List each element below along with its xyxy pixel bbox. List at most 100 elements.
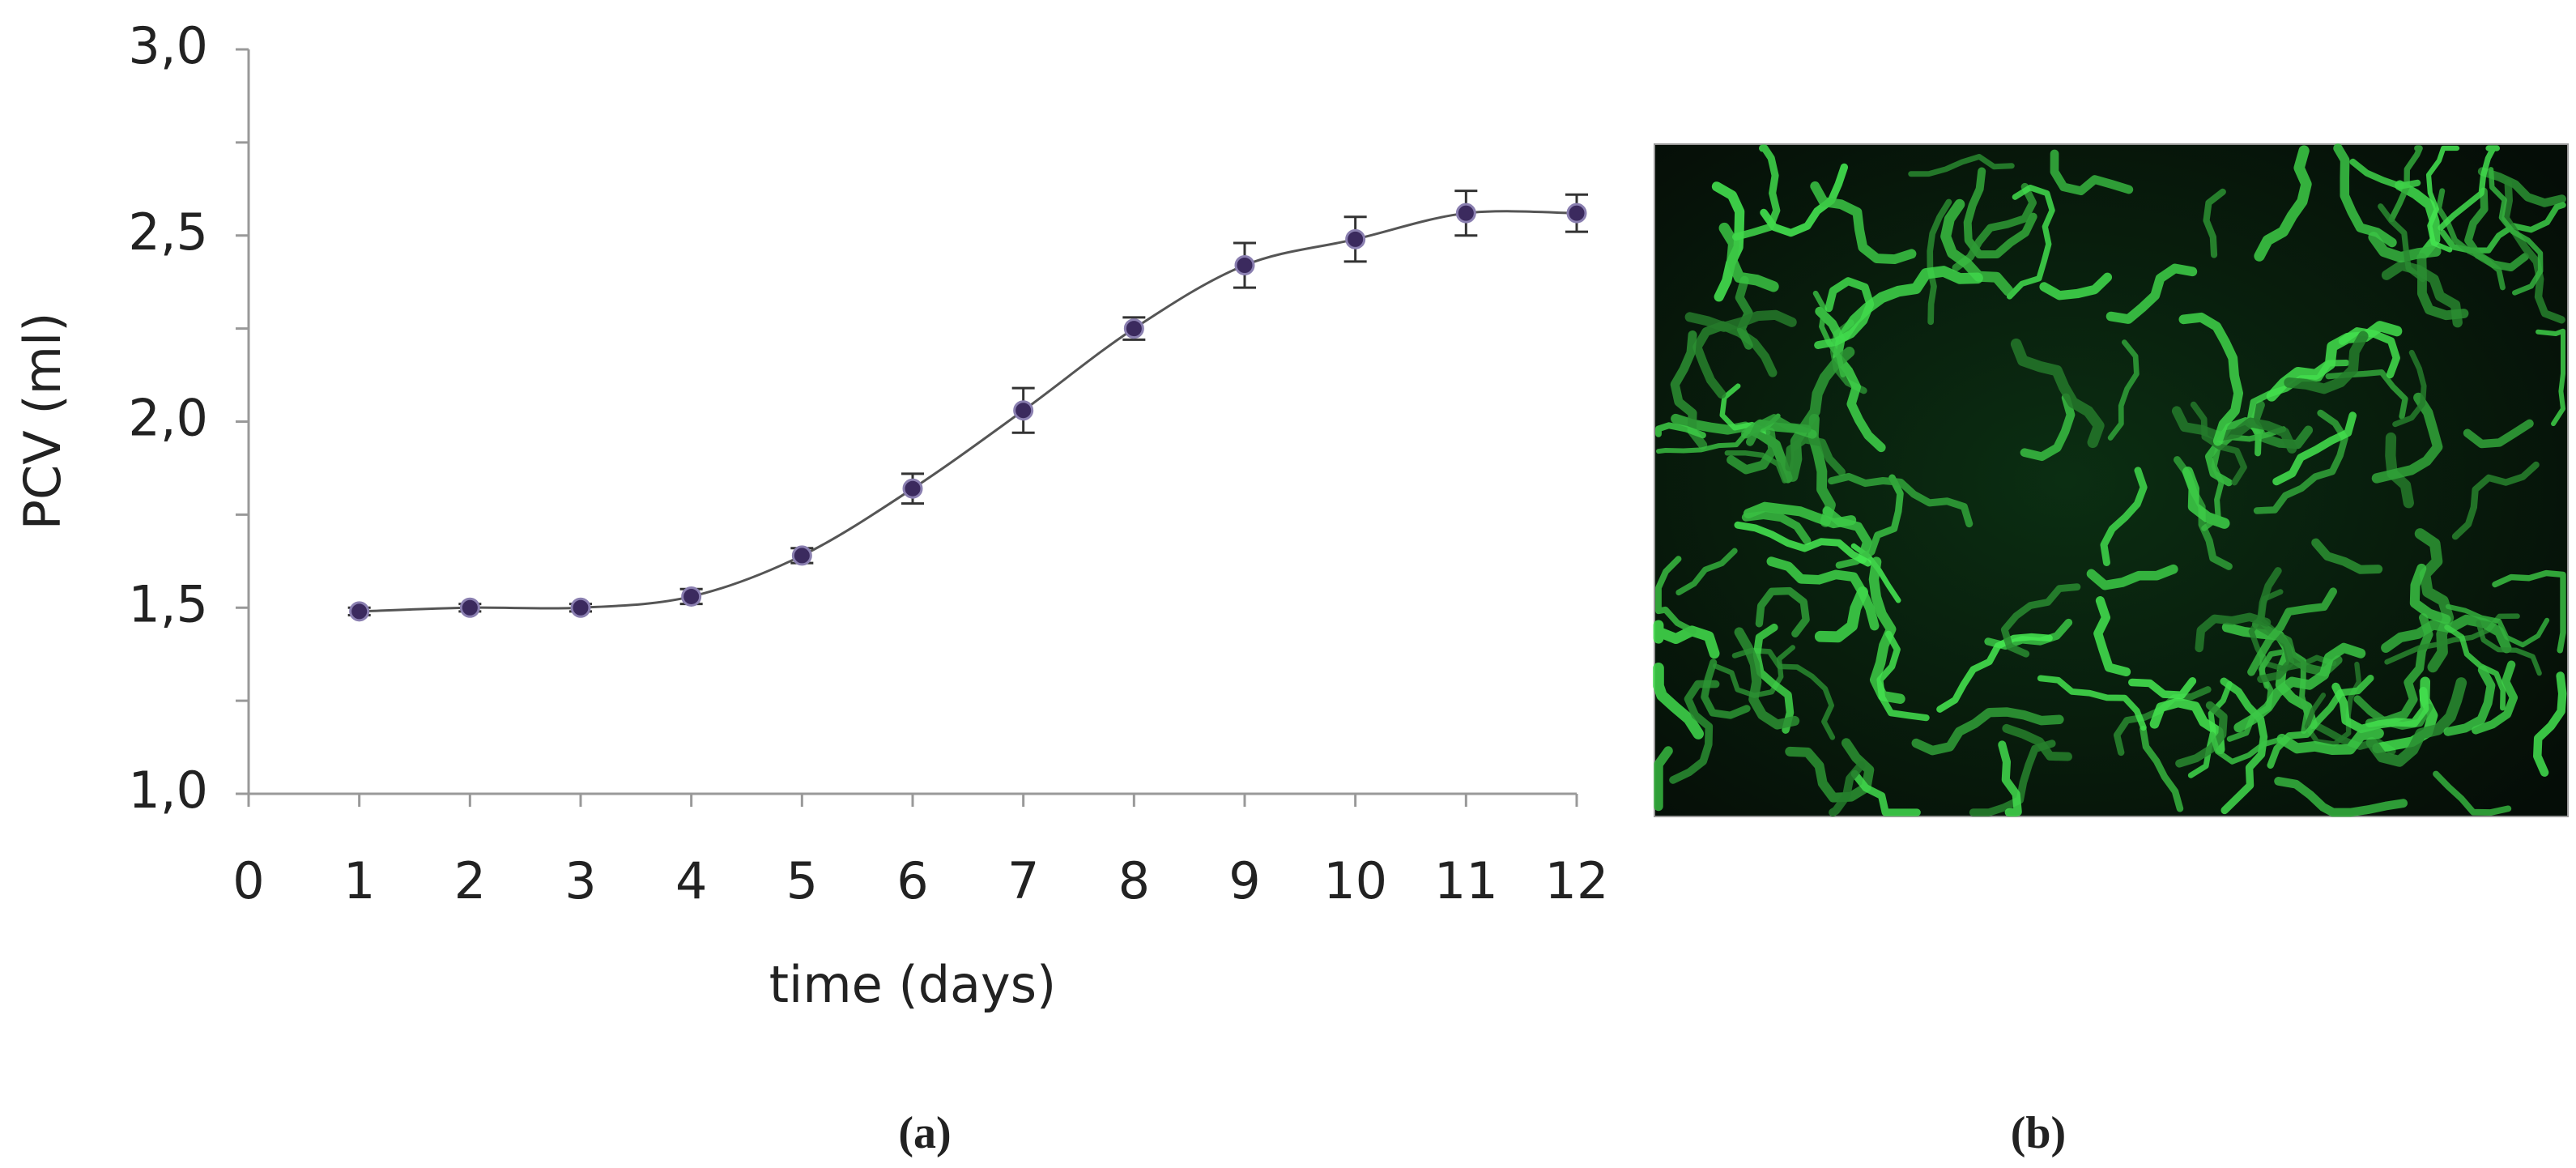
filament: [1785, 435, 1846, 476]
filament: [1712, 645, 1795, 698]
point: [570, 597, 591, 618]
point: [1013, 400, 1034, 421]
y-axis-title: PCV (ml): [13, 313, 72, 531]
filament: [2425, 145, 2460, 253]
filament: [2378, 203, 2426, 283]
x-tick-label: 7: [1007, 851, 1039, 910]
x-tick-label: 1: [343, 851, 375, 910]
filament: [1735, 275, 1753, 350]
y-tick-label: 3,0: [128, 16, 208, 75]
filament: [1745, 414, 1812, 446]
filament: [2284, 330, 2369, 394]
filament: [2106, 263, 2198, 324]
y-tick-label: 1,5: [128, 574, 208, 633]
filament: [2463, 419, 2534, 449]
filament: [2086, 564, 2178, 590]
x-tick-label: 3: [564, 851, 596, 910]
filament: [2392, 349, 2427, 428]
filament: [1766, 556, 1880, 631]
filament: [2536, 328, 2566, 427]
filament: [1850, 769, 1921, 816]
filament: [2533, 671, 2567, 777]
filament: [2349, 158, 2421, 190]
x-tick-label: 10: [1323, 851, 1387, 910]
filament: [1743, 501, 1857, 529]
y-tick-label: 2,5: [128, 202, 208, 262]
x-tick-label: 0: [232, 851, 264, 910]
filament: [2050, 149, 2134, 196]
filament: [1741, 510, 1812, 545]
filament: [2039, 272, 2113, 301]
filament: [2445, 603, 2550, 648]
filament: [1810, 181, 1917, 265]
filament: [2253, 409, 2348, 514]
filament: [2409, 563, 2451, 624]
filament: [1734, 521, 1872, 567]
filament: [2254, 145, 2312, 262]
point: [349, 601, 370, 622]
filament: [2002, 723, 2072, 761]
filament: [2333, 143, 2397, 248]
filament: [1760, 163, 1849, 237]
filament: [2416, 253, 2469, 321]
filament: [1814, 586, 1868, 643]
filament: [1815, 306, 1886, 453]
panel-label: (b): [2011, 1108, 2066, 1158]
filament: [2381, 260, 2463, 328]
filament: [2477, 167, 2566, 207]
x-tick-label: 5: [786, 851, 818, 910]
filament: [2371, 392, 2443, 484]
filament: [2501, 178, 2565, 324]
filament: [2100, 467, 2148, 566]
y-tick-label: 2,0: [128, 389, 208, 448]
filament: [1911, 707, 2064, 756]
microscopy-image: [1653, 143, 2569, 817]
filament: [2209, 731, 2284, 765]
panel-label: (a): [898, 1108, 951, 1158]
filament: [1828, 472, 1974, 528]
filament: [2368, 232, 2442, 263]
filament: [2247, 587, 2337, 676]
filament: [1812, 290, 1846, 377]
filament: [1940, 198, 2014, 296]
x-tick-label: 8: [1118, 851, 1150, 910]
filament: [2006, 184, 2055, 300]
filament: [2451, 461, 2540, 540]
x-tick-label: 9: [1228, 851, 1260, 910]
filament: [1952, 182, 2037, 272]
filament: [2492, 569, 2566, 654]
filament: [2201, 426, 2287, 531]
point: [1234, 255, 1255, 276]
filament: [2178, 312, 2243, 446]
x-tick-label: 6: [896, 851, 928, 910]
filament: [1727, 427, 1778, 475]
filament: [1669, 680, 1720, 784]
filament: [2037, 675, 2147, 731]
point: [681, 586, 702, 607]
filament: [1829, 761, 1866, 817]
filament: [2000, 583, 2081, 658]
filament: [1655, 556, 1697, 635]
filament: [2190, 401, 2247, 486]
filament: [2020, 393, 2076, 462]
point: [459, 597, 480, 618]
filament: [2365, 677, 2467, 767]
filament: [1654, 746, 1673, 812]
filament: [2331, 682, 2429, 734]
filament: [1653, 620, 1720, 659]
filament: [2444, 624, 2506, 711]
filament: [1908, 153, 2015, 177]
filament: [1787, 347, 1855, 482]
line: [359, 210, 1578, 613]
filament: [2472, 660, 2519, 735]
filament: [2488, 167, 2544, 296]
filament: [1752, 623, 1795, 734]
filament: [1724, 450, 1787, 484]
filament: [2433, 770, 2512, 816]
filament: [1653, 662, 1704, 740]
filament: [1755, 586, 1810, 637]
filament: [2274, 777, 2408, 817]
filament: [2107, 339, 2140, 441]
